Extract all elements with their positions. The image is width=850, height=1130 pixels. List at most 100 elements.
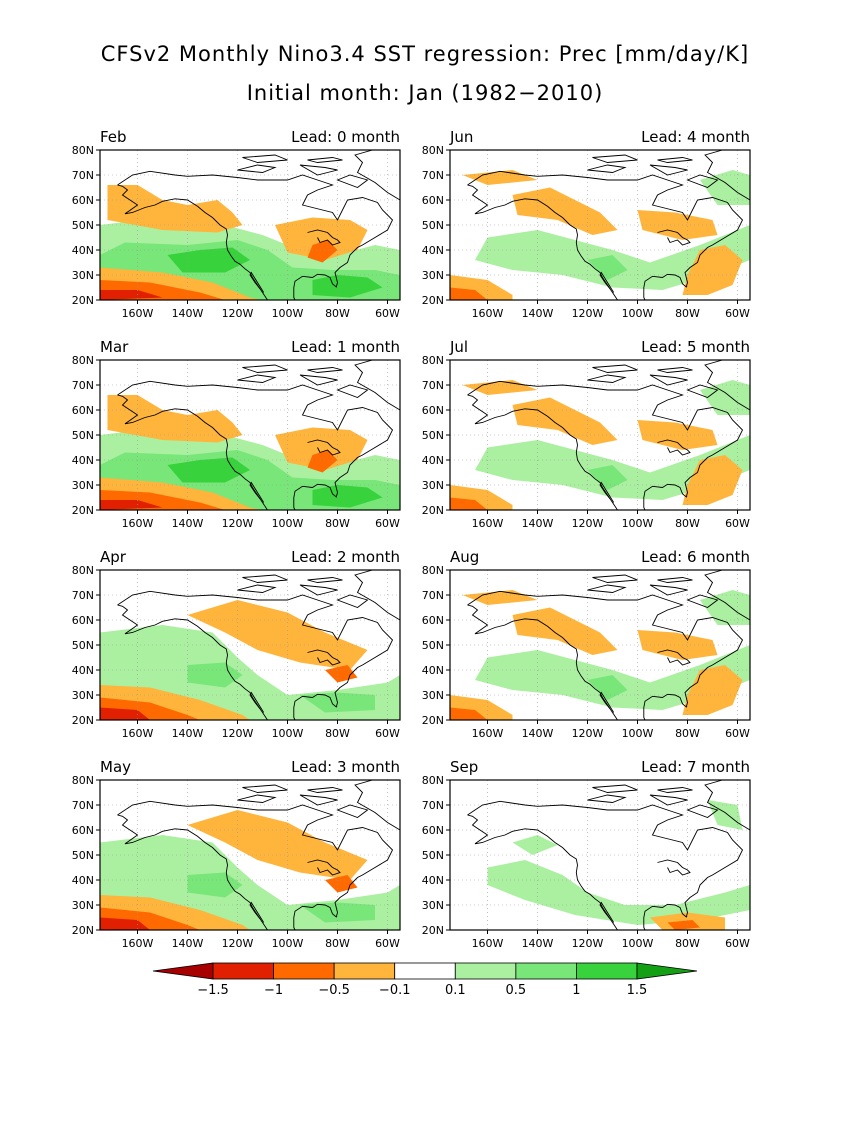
panel-lead-label: Lead: 5 month: [641, 338, 750, 356]
coastline-island: [686, 594, 719, 609]
coastline-baja: [249, 901, 265, 923]
coastline-west: [117, 814, 268, 930]
coastline-island: [237, 164, 277, 173]
panel-month-label: Apr: [100, 548, 127, 566]
lat-tick-label: 30N: [422, 269, 444, 282]
map-panel-jun: Jun Lead: 4 month 80N 70N 60N 50N 40N 30N 20N 160…: [422, 128, 751, 320]
coastline-island: [336, 804, 369, 819]
lon-tick-label: 120W: [572, 727, 604, 740]
lon-tick-label: 100W: [272, 517, 304, 530]
coastline-baja: [599, 481, 615, 503]
shaded-region: [487, 860, 750, 925]
lon-tick-label: 120W: [222, 517, 254, 530]
gridlines: [450, 150, 750, 300]
lon-tick-label: 80W: [675, 937, 700, 950]
great-lakes: [307, 439, 341, 456]
coastline-baja: [249, 481, 265, 503]
coastline-west: [467, 814, 618, 930]
lat-tick-label: 60N: [72, 614, 94, 627]
precip-field: [450, 780, 750, 930]
lat-tick-label: 70N: [72, 589, 94, 602]
coastline-island: [592, 364, 638, 373]
lat-tick-label: 30N: [72, 689, 94, 702]
lon-tick-label: 60W: [725, 937, 750, 950]
shaded-region: [450, 707, 488, 720]
lat-tick-label: 20N: [422, 924, 444, 937]
shaded-region: [587, 465, 628, 490]
shaded-region: [682, 455, 743, 505]
shaded-region: [682, 245, 743, 295]
lat-tick-label: 50N: [72, 429, 94, 442]
coastline-island: [592, 574, 638, 583]
lat-tick-label: 20N: [72, 714, 94, 727]
lon-tick-label: 120W: [222, 727, 254, 740]
lon-tick-label: 60W: [375, 517, 400, 530]
great-lakes: [307, 229, 341, 246]
lat-tick-label: 40N: [72, 874, 94, 887]
coastline-island: [657, 367, 693, 373]
lat-tick-label: 40N: [72, 244, 94, 257]
panel-month-label: Feb: [100, 128, 127, 146]
precip-field: [450, 150, 750, 300]
coastline-east: [117, 590, 394, 720]
lon-tick-label: 140W: [172, 727, 204, 740]
lat-tick-label: 70N: [422, 169, 444, 182]
coastline-island: [237, 794, 277, 803]
colorbar-label: 1.5: [627, 983, 648, 998]
lon-tick-label: 120W: [572, 937, 604, 950]
lon-tick-label: 100W: [622, 307, 654, 320]
great-lakes: [307, 649, 341, 666]
lat-tick-label: 60N: [72, 194, 94, 207]
coastline-island: [299, 164, 338, 176]
coastline-east: [117, 380, 394, 510]
coastline-greenland: [704, 570, 750, 621]
lon-tick-label: 80W: [675, 307, 700, 320]
lon-tick-label: 120W: [222, 307, 254, 320]
coastline-island: [686, 384, 719, 399]
colorbar-label: 0.1: [445, 983, 466, 998]
lon-tick-label: 160W: [122, 307, 154, 320]
shaded-region: [107, 185, 243, 233]
lat-tick-label: 80N: [72, 564, 94, 577]
colorbar-label: −0.5: [318, 983, 350, 998]
lat-tick-label: 80N: [72, 144, 94, 157]
coastline-island: [242, 574, 288, 583]
coastline-west: [467, 604, 618, 720]
figure-title: CFSv2 Monthly Nino3.4 SST regression: Pr…: [100, 42, 750, 66]
shaded-region: [450, 287, 488, 300]
map-panel-apr: Apr Lead: 2 month 80N 70N 60N 50N 40N 30N 20N 160…: [72, 548, 401, 740]
precip-field: [450, 570, 750, 720]
shaded-region: [512, 187, 618, 235]
lon-tick-label: 160W: [472, 307, 504, 320]
colorbar-label: −1: [264, 983, 283, 998]
coastline-island: [307, 367, 343, 373]
coastline-island: [649, 374, 688, 386]
panel-month-label: Jul: [449, 338, 468, 356]
great-lakes: [657, 229, 691, 246]
panel-grid: Feb Lead: 0 month 80N 70N 60N 50N 40N 30N 20N 160…: [72, 128, 751, 950]
shaded-region: [587, 255, 628, 280]
coastline-island: [336, 594, 369, 609]
coastline-island: [307, 787, 343, 793]
coastline-baja: [249, 271, 265, 293]
lon-tick-label: 140W: [172, 307, 204, 320]
colorbar-segment: [273, 962, 335, 980]
lon-tick-label: 140W: [522, 517, 554, 530]
lat-tick-label: 50N: [72, 639, 94, 652]
lat-tick-label: 40N: [422, 874, 444, 887]
lat-tick-label: 20N: [422, 294, 444, 307]
lon-tick-label: 100W: [272, 937, 304, 950]
lat-tick-label: 80N: [422, 354, 444, 367]
shaded-region: [512, 607, 618, 655]
panel-month-label: Sep: [450, 758, 478, 776]
lon-tick-label: 160W: [122, 517, 154, 530]
gridlines: [100, 780, 400, 930]
coastline-west: [467, 394, 618, 510]
lon-tick-label: 80W: [325, 517, 350, 530]
colorbar-segment: [515, 962, 577, 980]
gridlines: [100, 570, 400, 720]
coastline-island: [649, 164, 688, 176]
shaded-region: [312, 485, 383, 508]
lat-tick-label: 70N: [72, 379, 94, 392]
precip-field: [100, 360, 400, 510]
